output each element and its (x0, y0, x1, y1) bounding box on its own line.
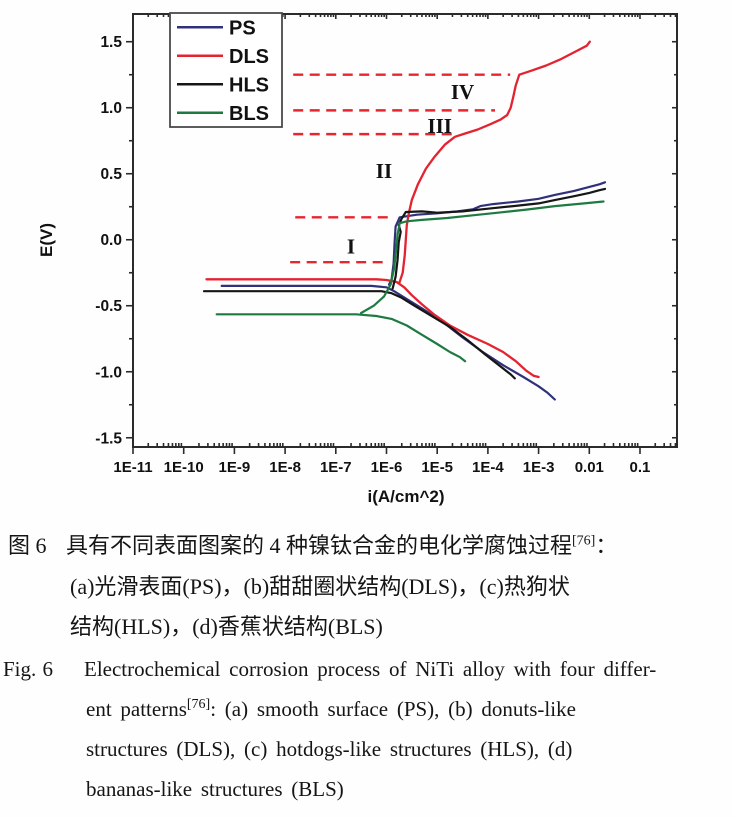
svg-text:1.5: 1.5 (100, 34, 122, 51)
legend-label-dls: DLS (229, 46, 269, 68)
caption-cn-line2: (a)光滑表面(PS)，(b)甜甜圈状结构(DLS)，(c)热狗状 (70, 573, 570, 599)
region-label-I: I (347, 234, 355, 258)
region-label-III: III (427, 114, 452, 138)
svg-text:0.0: 0.0 (100, 232, 122, 249)
y-axis-title: E(V) (37, 223, 56, 257)
caption-cn-line1-text: 具有不同表面图案的 4 种镍钛合金的电化学腐蚀过程[76]： (66, 533, 618, 558)
svg-text:1E-11: 1E-11 (113, 459, 152, 476)
x-tick-labels: 1E-11 1E-10 1E-9 1E-8 1E-7 1E-6 1E-5 1E-4 1E-3 0.… (113, 459, 650, 476)
caption-en-line1: Fig. 6 Electrochemical corrosion process … (0, 649, 726, 689)
curve-dls-plateau-cathodic (205, 278, 540, 379)
caption-en-line2: ent patterns[76]: (a) smooth surface (PS… (86, 697, 576, 721)
curve-hls-plateau-cathodic (202, 290, 516, 380)
legend-label-ps: PS (229, 17, 256, 39)
region-dashed-lines (290, 73, 511, 264)
x-axis-title: i(A/cm^2) (368, 487, 445, 506)
svg-text:1E-7: 1E-7 (320, 459, 352, 476)
curve-hls-anodic (391, 187, 607, 290)
svg-text:1E-5: 1E-5 (421, 459, 453, 476)
svg-text:0.1: 0.1 (630, 459, 651, 476)
svg-text:1E-9: 1E-9 (219, 459, 251, 476)
caption-en-line3: structures (DLS), (c) hotdogs-like struc… (86, 737, 573, 761)
curve-ps-anodic (387, 181, 607, 286)
legend-box (169, 12, 283, 128)
svg-text:1E-8: 1E-8 (269, 459, 301, 476)
legend-label-bls: BLS (229, 103, 269, 125)
caption-en-line1-text: Electrochemical corrosion process of NiT… (84, 657, 657, 681)
figure-label-cn: 图 6 (8, 533, 47, 558)
plot-frame (132, 13, 678, 448)
svg-text:1E-4: 1E-4 (472, 459, 504, 476)
svg-text:-0.5: -0.5 (95, 298, 122, 315)
region-label-II: II (376, 159, 392, 183)
svg-text:0.01: 0.01 (575, 459, 604, 476)
reference-superscript: [76] (186, 697, 211, 712)
legend-label-hls: HLS (229, 74, 269, 96)
caption-english: Fig. 6 Electrochemical corrosion process … (0, 649, 726, 809)
curve-bls-anodic (360, 200, 605, 315)
legend: PS DLS HLS BLS (169, 12, 283, 128)
polarization-chart: I II III IV 1E-11 1E-10 1E-9 1E-8 1E-7 1E-6 1E-5 1E… (37, 12, 678, 506)
svg-text:1.0: 1.0 (100, 100, 122, 117)
svg-text:-1.0: -1.0 (95, 364, 122, 381)
svg-text:-1.5: -1.5 (95, 430, 122, 447)
region-label-IV: IV (451, 80, 474, 104)
caption-cn-line1: 图 6 具有不同表面图案的 4 种镍钛合金的电化学腐蚀过程[76]： (0, 526, 726, 567)
polarization-curves (202, 40, 607, 401)
reference-superscript: [76] (572, 533, 596, 549)
figure-label-en: Fig. 6 (3, 657, 54, 681)
curve-bls-plateau-cathodic (215, 313, 467, 363)
caption-en-line4: bananas-like structures (BLS) (86, 777, 344, 801)
axis-ticks (126, 14, 677, 454)
y-tick-labels: 1.5 1.0 0.5 0.0 -0.5 -1.0 -1.5 (95, 34, 122, 447)
caption-chinese: 图 6 具有不同表面图案的 4 种镍钛合金的电化学腐蚀过程[76]： (a)光滑表… (0, 526, 726, 648)
curve-ps-plateau-cathodic (220, 284, 556, 401)
curve-dls-anodic (398, 40, 591, 285)
svg-text:0.5: 0.5 (100, 166, 122, 183)
svg-text:1E-6: 1E-6 (371, 459, 403, 476)
svg-text:1E-10: 1E-10 (164, 459, 204, 476)
svg-text:1E-3: 1E-3 (523, 459, 555, 476)
caption-cn-line3: 结构(HLS)，(d)香蕉状结构(BLS) (70, 614, 383, 639)
